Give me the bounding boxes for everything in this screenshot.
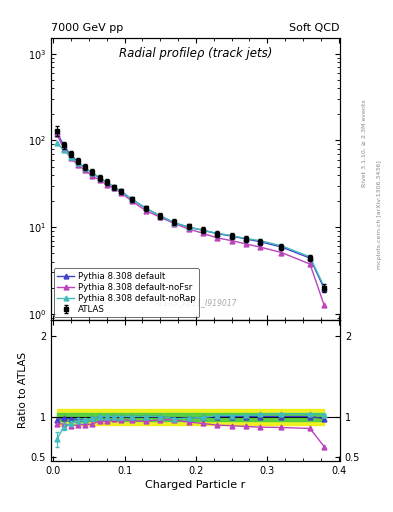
Pythia 8.308 default-noRap — [129, 196, 134, 202]
Pythia 8.308 default — [97, 175, 102, 181]
Pythia 8.308 default — [308, 255, 312, 261]
Pythia 8.308 default — [229, 233, 234, 239]
Pythia 8.308 default-noRap — [97, 175, 102, 181]
Pythia 8.308 default-noFsr — [258, 244, 263, 250]
Pythia 8.308 default-noFsr — [69, 155, 73, 161]
Pythia 8.308 default-noFsr — [243, 241, 248, 247]
Pythia 8.308 default-noFsr — [143, 207, 148, 214]
Pythia 8.308 default-noFsr — [186, 226, 191, 232]
Pythia 8.308 default-noRap — [90, 170, 95, 176]
Line: Pythia 8.308 default-noFsr: Pythia 8.308 default-noFsr — [54, 132, 327, 308]
Pythia 8.308 default — [322, 286, 327, 292]
Pythia 8.308 default-noFsr — [76, 162, 81, 168]
Pythia 8.308 default-noFsr — [129, 198, 134, 204]
Pythia 8.308 default-noFsr — [201, 230, 206, 237]
Pythia 8.308 default-noRap — [308, 254, 312, 260]
Pythia 8.308 default — [129, 196, 134, 202]
Pythia 8.308 default-noRap — [119, 188, 123, 194]
Pythia 8.308 default-noFsr — [119, 189, 123, 196]
X-axis label: Charged Particle r: Charged Particle r — [145, 480, 246, 490]
Pythia 8.308 default-noFsr — [229, 238, 234, 244]
Text: Soft QCD: Soft QCD — [290, 23, 340, 33]
Pythia 8.308 default — [186, 224, 191, 230]
Pythia 8.308 default-noRap — [215, 230, 220, 237]
Pythia 8.308 default-noRap — [258, 238, 263, 244]
Pythia 8.308 default — [112, 184, 116, 190]
Pythia 8.308 default — [55, 129, 59, 135]
Pythia 8.308 default-noRap — [229, 232, 234, 239]
Pythia 8.308 default-noRap — [69, 154, 73, 160]
Pythia 8.308 default — [158, 213, 163, 219]
Pythia 8.308 default-noFsr — [215, 235, 220, 241]
Pythia 8.308 default — [143, 205, 148, 211]
Pythia 8.308 default-noRap — [201, 227, 206, 233]
Pythia 8.308 default — [90, 170, 95, 176]
Pythia 8.308 default-noFsr — [112, 185, 116, 191]
Pythia 8.308 default-noRap — [83, 165, 88, 171]
Pythia 8.308 default-noFsr — [322, 303, 327, 309]
Text: mcplots.cern.ch [arXiv:1306.3436]: mcplots.cern.ch [arXiv:1306.3436] — [377, 161, 382, 269]
Pythia 8.308 default-noRap — [186, 224, 191, 230]
Pythia 8.308 default-noFsr — [308, 261, 312, 267]
Pythia 8.308 default — [76, 159, 81, 165]
Pythia 8.308 default-noRap — [76, 160, 81, 166]
Text: 7000 GeV pp: 7000 GeV pp — [51, 23, 123, 33]
Pythia 8.308 default-noFsr — [105, 181, 109, 187]
Pythia 8.308 default-noFsr — [62, 146, 66, 152]
Pythia 8.308 default — [279, 244, 284, 250]
Pythia 8.308 default-noFsr — [55, 131, 59, 137]
Pythia 8.308 default-noFsr — [279, 249, 284, 255]
Pythia 8.308 default-noFsr — [83, 167, 88, 174]
Pythia 8.308 default — [215, 230, 220, 237]
Pythia 8.308 default — [258, 239, 263, 245]
Pythia 8.308 default-noFsr — [158, 214, 163, 220]
Pythia 8.308 default-noRap — [143, 205, 148, 211]
Pythia 8.308 default — [105, 179, 109, 185]
Text: Rivet 3.1.10, ≥ 2.3M events: Rivet 3.1.10, ≥ 2.3M events — [362, 99, 367, 187]
Pythia 8.308 default — [201, 227, 206, 233]
Pythia 8.308 default-noRap — [172, 220, 177, 226]
Pythia 8.308 default-noRap — [243, 236, 248, 242]
Pythia 8.308 default-noRap — [322, 284, 327, 290]
Pythia 8.308 default — [62, 143, 66, 149]
Y-axis label: Ratio to ATLAS: Ratio to ATLAS — [18, 352, 28, 429]
Pythia 8.308 default-noRap — [158, 213, 163, 219]
Line: Pythia 8.308 default-noRap: Pythia 8.308 default-noRap — [54, 141, 327, 289]
Text: Radial profileρ (track jets): Radial profileρ (track jets) — [119, 47, 272, 60]
Pythia 8.308 default-noFsr — [97, 177, 102, 183]
Pythia 8.308 default-noRap — [55, 140, 59, 146]
Pythia 8.308 default-noFsr — [172, 221, 177, 227]
Text: ATLAS_2011_I919017: ATLAS_2011_I919017 — [154, 298, 237, 307]
Pythia 8.308 default — [172, 220, 177, 226]
Pythia 8.308 default-noRap — [62, 147, 66, 153]
Pythia 8.308 default — [119, 188, 123, 194]
Pythia 8.308 default-noRap — [112, 184, 116, 190]
Pythia 8.308 default — [69, 153, 73, 159]
Pythia 8.308 default-noRap — [105, 179, 109, 185]
Pythia 8.308 default — [83, 165, 88, 171]
Pythia 8.308 default-noRap — [279, 243, 284, 249]
Pythia 8.308 default — [243, 236, 248, 242]
Legend: Pythia 8.308 default, Pythia 8.308 default-noFsr, Pythia 8.308 default-noRap, AT: Pythia 8.308 default, Pythia 8.308 defau… — [54, 268, 199, 317]
Pythia 8.308 default-noFsr — [90, 173, 95, 179]
Line: Pythia 8.308 default: Pythia 8.308 default — [54, 130, 327, 291]
